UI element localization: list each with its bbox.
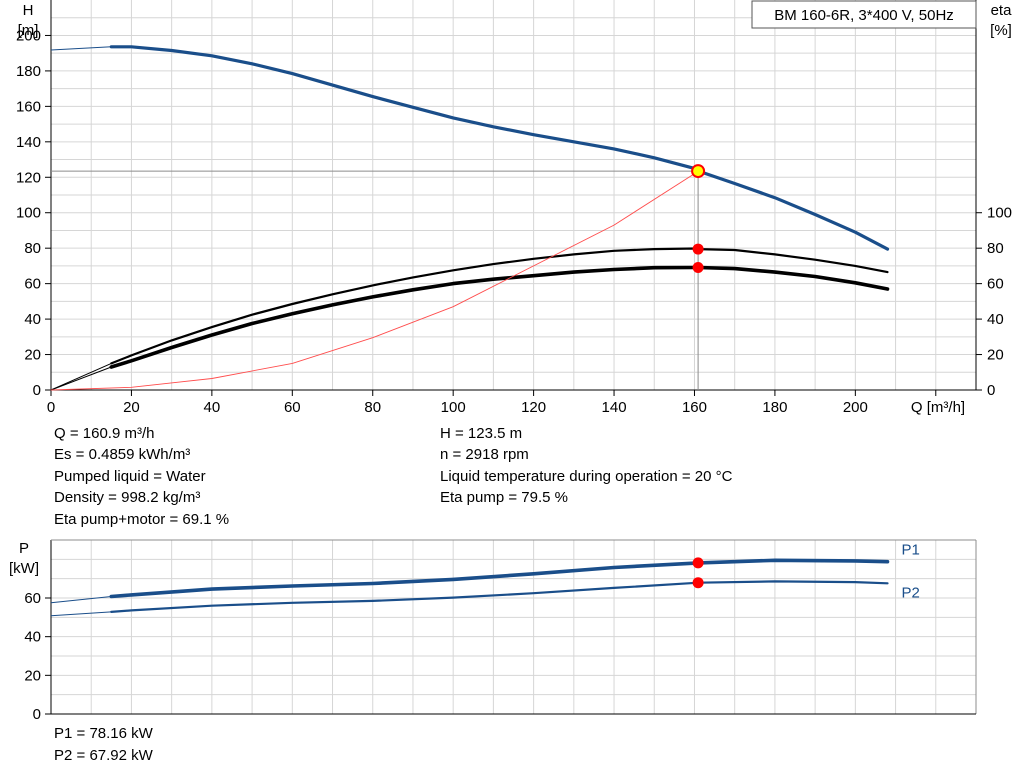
y-right-tick-label: 40 bbox=[987, 311, 1004, 328]
p1-curve bbox=[109, 558, 890, 599]
info-liquid-temperature: Liquid temperature during operation = 20… bbox=[440, 468, 733, 485]
power-y-tick-label: 60 bbox=[24, 590, 41, 607]
y-right-axis-label: eta bbox=[991, 2, 1013, 19]
y-right-tick-label: 100 bbox=[987, 205, 1012, 222]
info-specific-energy: Es = 0.4859 kWh/m³ bbox=[54, 446, 191, 463]
info-pumped-liquid: Pumped liquid = Water bbox=[54, 468, 206, 485]
x-tick-label: 120 bbox=[521, 399, 546, 416]
y-left-axis-label: H bbox=[23, 2, 34, 19]
plot-area-power bbox=[51, 540, 976, 714]
power-axis-unit: [kW] bbox=[9, 560, 39, 577]
duty-marker-eta-pump bbox=[692, 243, 704, 255]
info-speed: n = 2918 rpm bbox=[440, 446, 529, 463]
chart-title: BM 160-6R, 3*400 V, 50Hz bbox=[774, 7, 954, 24]
y-left-tick-label: 20 bbox=[24, 347, 41, 364]
duty-marker-p2 bbox=[692, 577, 704, 589]
info-eta-pump-motor: Eta pump+motor = 69.1 % bbox=[54, 511, 230, 528]
y-left-axis-unit: [m] bbox=[18, 22, 39, 39]
x-tick-label: 60 bbox=[284, 399, 301, 416]
eta_pump-curve bbox=[110, 247, 889, 365]
power-axis-label: P bbox=[19, 540, 29, 557]
p2-series-label: P2 bbox=[902, 584, 920, 601]
p2-curve-extrapolated bbox=[50, 611, 112, 617]
x-axis-label: Q [m³/h] bbox=[911, 399, 965, 416]
duty-marker-p1 bbox=[692, 557, 704, 569]
y-left-tick-label: 160 bbox=[16, 98, 41, 115]
y-right-tick-label: 0 bbox=[987, 382, 995, 399]
eta_pump_motor-curve-extrapolated bbox=[50, 366, 112, 391]
info-density: Density = 998.2 kg/m³ bbox=[54, 489, 201, 506]
eta_pump_motor-curve bbox=[109, 265, 890, 369]
y-left-tick-label: 100 bbox=[16, 205, 41, 222]
head-curve-extrapolated bbox=[50, 46, 112, 51]
x-tick-label: 160 bbox=[682, 399, 707, 416]
x-tick-label: 20 bbox=[123, 399, 140, 416]
head-curve bbox=[109, 45, 890, 251]
y-right-tick-label: 20 bbox=[987, 347, 1004, 364]
p2-curve bbox=[110, 580, 889, 613]
y-left-tick-label: 60 bbox=[24, 276, 41, 293]
y-left-tick-label: 200 bbox=[16, 27, 41, 44]
x-tick-label: 100 bbox=[441, 399, 466, 416]
x-tick-label: 180 bbox=[762, 399, 787, 416]
y-right-axis-unit: [%] bbox=[990, 22, 1012, 39]
power-y-tick-label: 20 bbox=[24, 667, 41, 684]
power-info-p1: P1 = 78.16 kW bbox=[54, 725, 153, 742]
eta_pump-curve-extrapolated bbox=[50, 362, 112, 391]
y-left-tick-label: 120 bbox=[16, 169, 41, 186]
info-head: H = 123.5 m bbox=[440, 425, 523, 442]
x-tick-label: 200 bbox=[843, 399, 868, 416]
y-left-tick-label: 40 bbox=[24, 311, 41, 328]
x-tick-label: 140 bbox=[602, 399, 627, 416]
duty-marker-head bbox=[691, 164, 706, 179]
y-left-tick-label: 140 bbox=[16, 134, 41, 151]
p1-curve-extrapolated bbox=[50, 596, 112, 604]
power-y-tick-label: 0 bbox=[33, 706, 41, 723]
y-left-tick-label: 0 bbox=[33, 382, 41, 399]
y-right-tick-label: 80 bbox=[987, 240, 1004, 257]
y-right-tick-label: 60 bbox=[987, 276, 1004, 293]
x-tick-label: 0 bbox=[47, 399, 55, 416]
p1-series-label: P1 bbox=[902, 542, 920, 559]
y-left-tick-label: 180 bbox=[16, 63, 41, 80]
y-left-tick-label: 80 bbox=[24, 240, 41, 257]
x-tick-label: 40 bbox=[204, 399, 221, 416]
power-info-p2: P2 = 67.92 kW bbox=[54, 747, 153, 764]
power-y-tick-label: 40 bbox=[24, 629, 41, 646]
title-box bbox=[751, 0, 977, 29]
duty-marker-eta-pump-motor bbox=[692, 262, 704, 274]
info-eta-pump: Eta pump = 79.5 % bbox=[440, 489, 568, 506]
system-curve bbox=[50, 170, 699, 391]
info-flow: Q = 160.9 m³/h bbox=[54, 425, 155, 442]
x-tick-label: 80 bbox=[364, 399, 381, 416]
